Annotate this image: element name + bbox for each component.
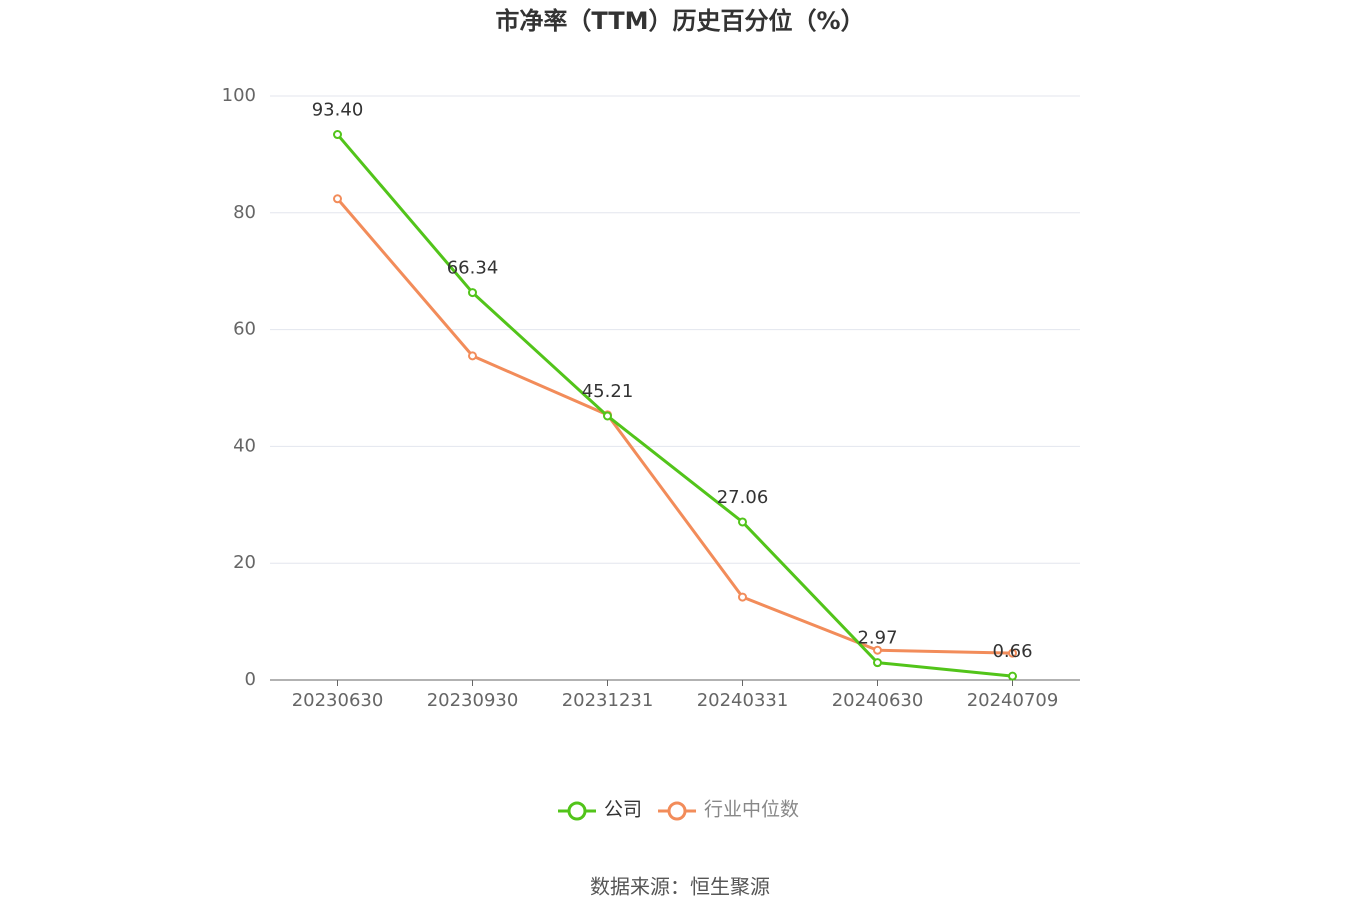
point [738, 517, 747, 527]
value-label: 66.34 [447, 258, 499, 279]
point [1008, 671, 1017, 681]
y-tick-label: 80 [233, 202, 256, 223]
point [333, 194, 342, 204]
legend-label: 行业中位数 [704, 799, 799, 821]
x-tick-label: 20230930 [427, 690, 519, 711]
source: 数据来源：恒生聚源 [590, 875, 770, 899]
legend-marker [667, 801, 687, 821]
point [1008, 648, 1017, 658]
value-label: 45.21 [582, 381, 634, 402]
x-tick-label: 20230630 [292, 690, 384, 711]
x-tick-label: 20240331 [697, 690, 789, 711]
point [333, 130, 342, 140]
legend-label: 公司 [604, 799, 642, 821]
point [738, 592, 747, 602]
y-tick-label: 100 [222, 85, 256, 106]
point [603, 411, 612, 421]
x-tick-label: 20240630 [832, 690, 924, 711]
point [468, 351, 477, 361]
point [873, 645, 882, 655]
value-label: 0.66 [992, 641, 1032, 662]
chart-title: 市净率（TTM）历史百分位（%） [495, 7, 864, 35]
point [873, 658, 882, 668]
series-line [336, 133, 1013, 678]
y-tick-label: 60 [233, 319, 256, 340]
x-tick-label: 20240709 [967, 690, 1059, 711]
value-label: 2.97 [857, 628, 897, 649]
series-line [336, 197, 1013, 655]
y-tick-label: 40 [233, 435, 256, 456]
y-tick-label: 20 [233, 552, 256, 573]
x-tick-label: 20231231 [562, 690, 654, 711]
y-tick-label: 0 [245, 669, 256, 690]
legend-marker [567, 801, 587, 821]
value-label: 27.06 [717, 487, 769, 508]
point [468, 288, 477, 298]
value-label: 93.40 [312, 100, 364, 121]
